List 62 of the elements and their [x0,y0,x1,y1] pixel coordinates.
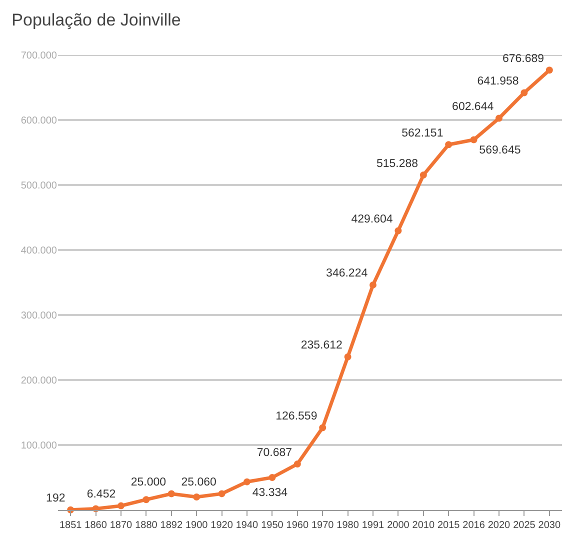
y-tick-label: 300.000 [20,310,58,322]
y-tick-label: 500.000 [20,180,58,192]
data-label: 515.288 [376,158,418,170]
x-tick-label: 2025 [513,520,536,531]
point [142,496,150,504]
data-label: 126.559 [276,410,318,422]
data-label: 25.060 [181,476,216,488]
point [319,424,326,432]
x-tick-label: 1900 [185,520,208,531]
point [370,281,376,288]
chart-title: População de Joinville [12,10,181,30]
y-tick-label: 400.000 [20,246,58,256]
point [244,478,250,486]
point [496,114,502,122]
y-tick-label: 600.000 [20,116,58,126]
x-tick-label: 1940 [236,520,259,531]
x-tick-label: 2015 [437,520,460,531]
data-label: 676.689 [502,52,544,65]
x-tick-label: 1920 [210,520,234,531]
data-label: 6.452 [86,488,116,501]
x-tick-label: 1960 [286,520,309,531]
x-tick-label: 1870 [110,520,133,531]
x-tick-label: 1851 [59,520,82,531]
x-tick-label: 2030 [538,520,561,531]
x-tick-label: 1892 [160,520,183,531]
x-tick-label: 2020 [488,520,511,531]
point [546,66,553,74]
point [218,490,226,498]
x-tick-label: 1970 [311,520,334,531]
point [118,502,124,510]
data-label: 602.644 [452,101,494,114]
data-label: 569.645 [479,144,521,157]
point [445,141,452,148]
data-label: 43.334 [252,486,288,499]
x-tick-label: 1860 [84,520,108,531]
data-label: 346.224 [326,268,368,280]
point [344,353,352,360]
data-label: 70.687 [256,446,292,459]
x-tick-label: 1991 [362,520,385,531]
data-label: 25.000 [130,476,166,488]
point [520,89,528,96]
point [294,460,301,468]
point [193,494,200,500]
x-tick-label: 2000 [387,520,410,531]
y-tick-label: 200.000 [20,376,58,386]
point [470,136,478,144]
x-tick-label: 1980 [336,520,360,531]
x-tick-label: 2010 [412,520,435,531]
data-label: 192 [46,492,66,505]
point [168,490,175,498]
point [420,172,427,179]
y-tick-label: 700.000 [20,50,58,62]
point [394,227,402,234]
data-label: 429.604 [351,214,394,226]
data-label: 235.612 [300,340,342,352]
x-tick-label: 1880 [135,520,158,531]
data-label: 562.151 [402,127,444,140]
y-tick-label: 100.000 [20,440,58,452]
data-label: 641.958 [477,75,519,88]
point [268,474,276,481]
x-tick-label: 2016 [462,520,486,531]
x-tick-label: 1950 [261,520,284,531]
